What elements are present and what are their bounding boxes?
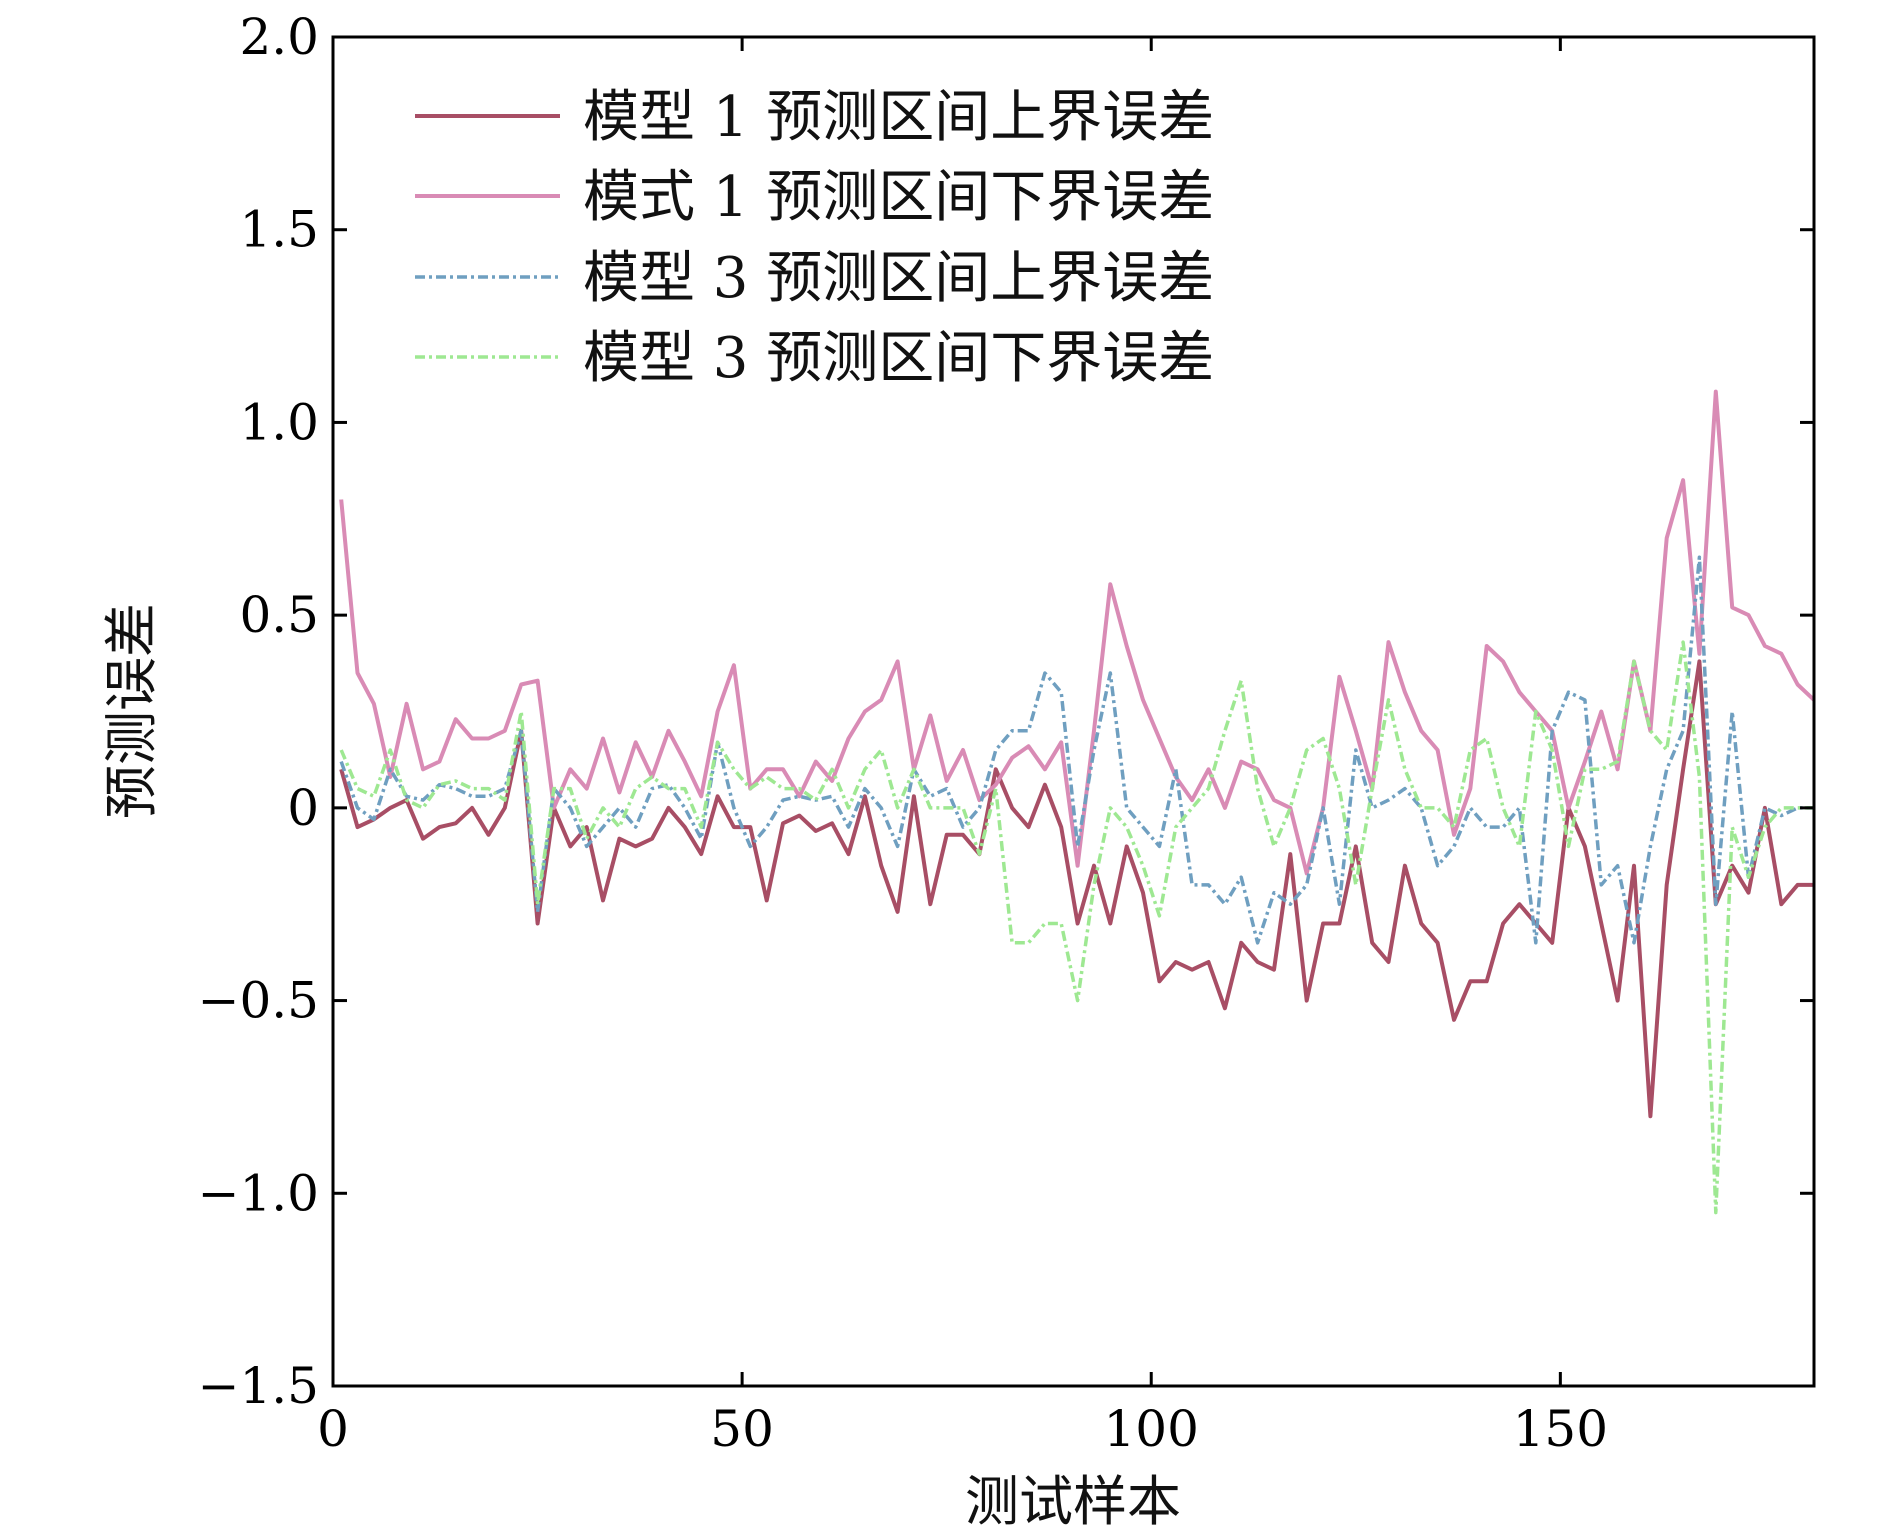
y-tick-label: −1.5 [198,1357,319,1415]
series-line-4 [339,640,1814,1215]
ticks-layer: 0 50 100 150 −1.5 −1.0 −0.5 0 0.5 1.0 1.5 2.0 [198,8,1814,1458]
x-tick-label: 150 [1513,1400,1608,1458]
legend-label-4: 模型 3 预测区间下界误差 [583,326,1214,391]
y-tick-label: 0 [287,779,319,837]
x-axis-title: 测试样本 [965,1470,1181,1533]
legend-label-1: 模型 1 预测区间上界误差 [583,85,1214,150]
legend-label-2: 模式 1 预测区间下界误差 [583,165,1214,230]
series-layer [339,389,1816,1215]
legend-label-3: 模型 3 预测区间上界误差 [583,246,1214,311]
y-tick-label: 0.5 [239,586,319,644]
series-line-2 [339,389,1816,876]
y-tick-label: −1.0 [198,1164,319,1222]
plot-frame [331,35,1816,1388]
y-tick-label: 2.0 [239,8,319,66]
y-tick-label: 1.5 [239,201,319,259]
y-tick-label: −0.5 [198,972,319,1030]
y-tick-label: 1.0 [239,393,319,451]
x-tick-label: 100 [1104,1400,1199,1458]
series-line-1 [339,659,1814,1119]
y-axis-title: 预测误差 [100,603,163,819]
series-line-3 [339,555,1814,945]
x-tick-label: 0 [317,1400,349,1458]
x-tick-label: 50 [710,1400,774,1458]
